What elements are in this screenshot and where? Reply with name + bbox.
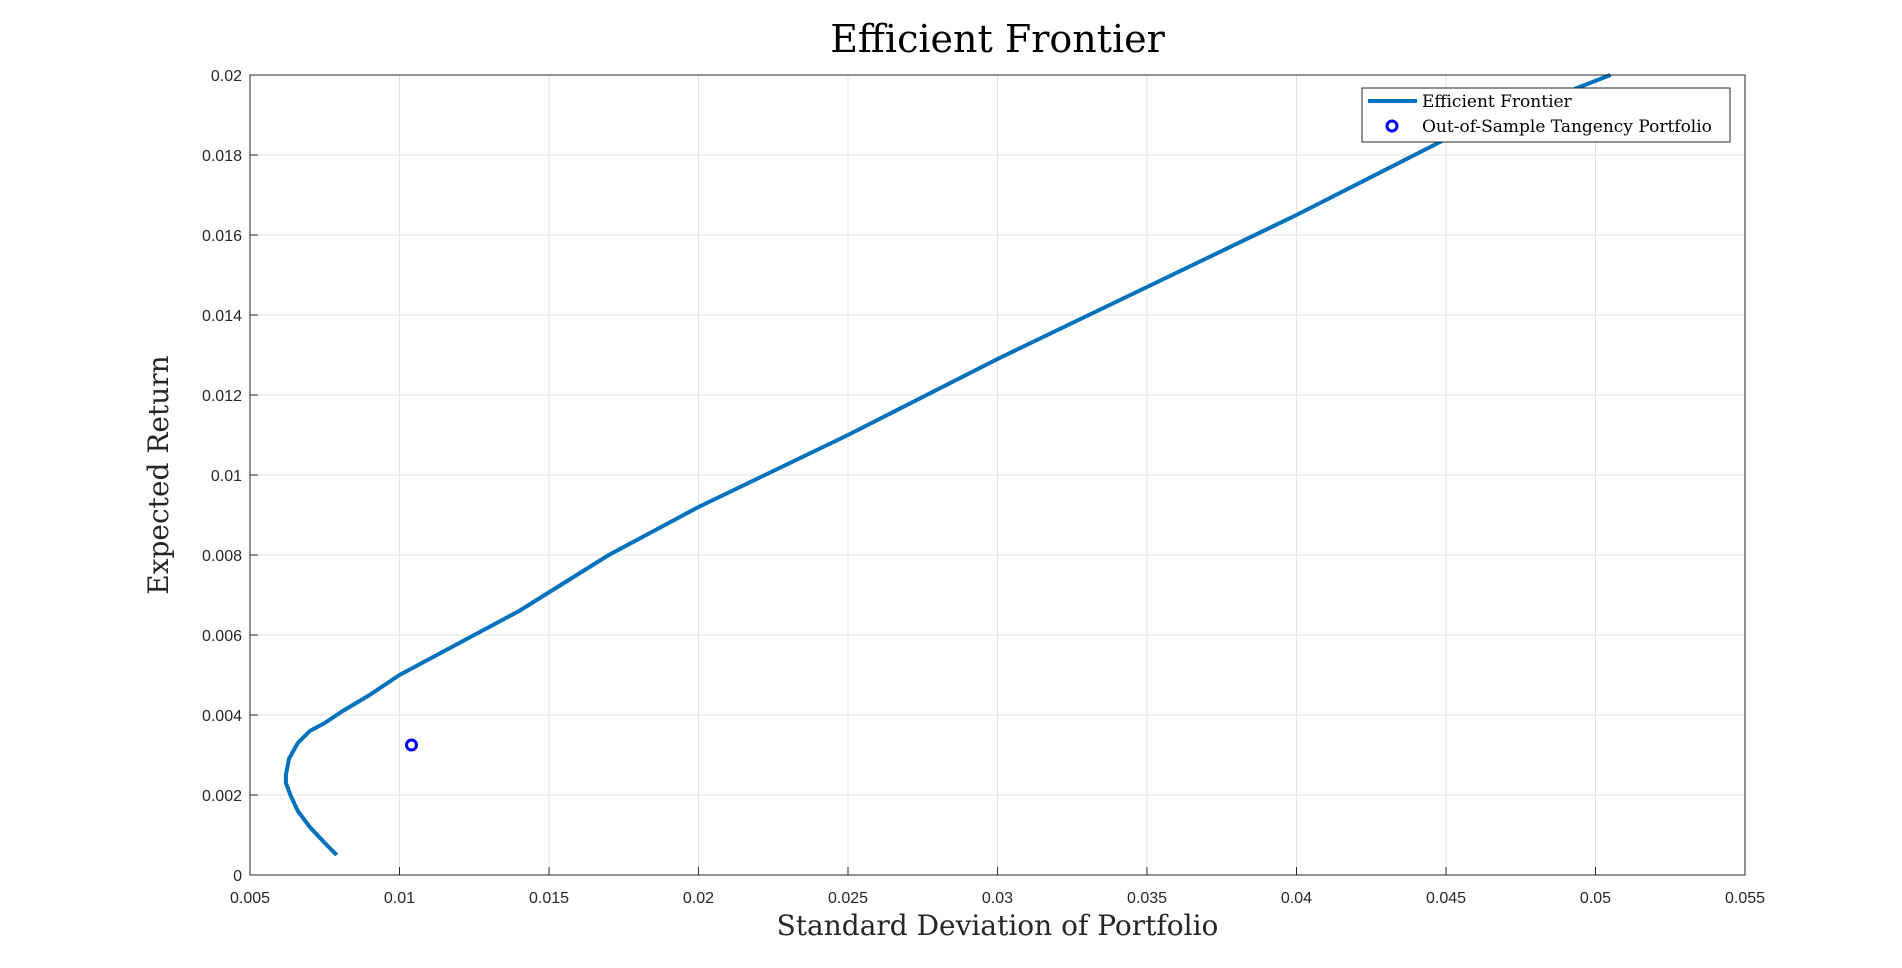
y-tick-label: 0.014 bbox=[202, 308, 242, 325]
chart-title: Efficient Frontier bbox=[830, 17, 1165, 61]
y-tick-label: 0.016 bbox=[202, 228, 242, 245]
x-axis-title: Standard Deviation of Portfolio bbox=[777, 909, 1219, 942]
grid-lines bbox=[249, 74, 1746, 876]
x-tick-label: 0.01 bbox=[384, 890, 415, 907]
y-tick-label: 0.018 bbox=[202, 148, 242, 165]
x-tick-label: 0.045 bbox=[1426, 890, 1466, 907]
x-tick-label: 0.03 bbox=[982, 890, 1013, 907]
y-tick-label: 0.01 bbox=[211, 468, 242, 485]
y-tick-label: 0.008 bbox=[202, 548, 242, 565]
y-tick-label: 0.006 bbox=[202, 628, 242, 645]
y-tick-label: 0 bbox=[233, 868, 242, 885]
x-tick-label: 0.035 bbox=[1127, 890, 1167, 907]
x-tick-label: 0.02 bbox=[683, 890, 714, 907]
scatter-point-tangency-portfolio bbox=[404, 738, 418, 752]
y-axis-title: Expected Return bbox=[142, 355, 175, 594]
series-line-efficient-frontier bbox=[283, 73, 1612, 857]
x-tick-label: 0.025 bbox=[828, 890, 868, 907]
legend: Efficient Frontier Out-of-Sample Tangenc… bbox=[1361, 87, 1731, 143]
y-tick-label: 0.02 bbox=[211, 68, 242, 85]
legend-box bbox=[1361, 87, 1731, 143]
legend-label-tangency-portfolio: Out-of-Sample Tangency Portfolio bbox=[1422, 117, 1712, 137]
legend-swatch-tangency-portfolio bbox=[1385, 119, 1399, 133]
x-tick-label: 0.04 bbox=[1281, 890, 1312, 907]
y-tick-label: 0.012 bbox=[202, 388, 242, 405]
x-tick-label: 0.05 bbox=[1580, 890, 1611, 907]
x-tick-label: 0.015 bbox=[529, 890, 569, 907]
axis-ticks: 0.005 0.01 0.015 0.02 0.025 0.03 0.035 0.04 0.04… bbox=[202, 68, 1765, 907]
x-tick-label: 0.005 bbox=[230, 890, 270, 907]
x-tick-label: 0.055 bbox=[1725, 890, 1765, 907]
y-tick-label: 0.002 bbox=[202, 788, 242, 805]
legend-label-efficient-frontier: Efficient Frontier bbox=[1422, 92, 1573, 112]
y-tick-label: 0.004 bbox=[202, 708, 242, 725]
plot-series bbox=[283, 73, 1612, 857]
